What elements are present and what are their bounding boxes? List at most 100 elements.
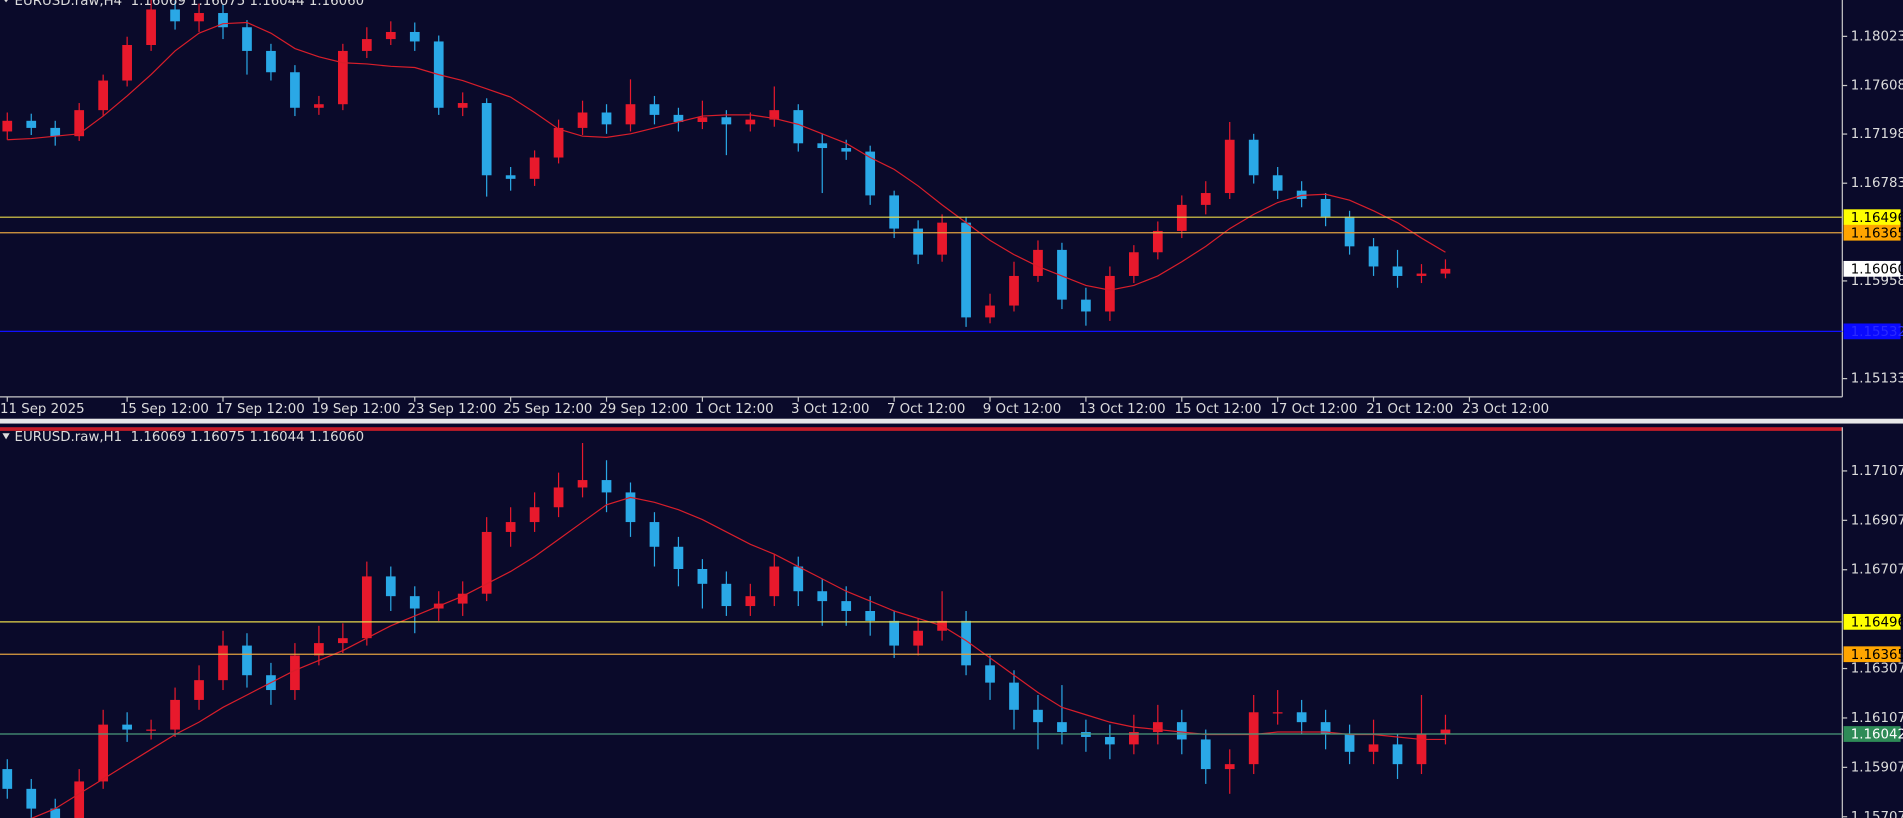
candle-body xyxy=(553,487,564,508)
price-level-box xyxy=(1843,613,1901,630)
candle-body xyxy=(2,120,13,132)
x-tick-label: 7 Oct 12:00 xyxy=(887,402,965,417)
candle-body xyxy=(1320,722,1331,735)
candle-body xyxy=(793,110,804,144)
y-tick-label: 1.16907 xyxy=(1851,513,1903,528)
candle-body xyxy=(170,699,180,730)
price-level-label: 1.16042 xyxy=(1851,728,1903,743)
x-tick-label: 15 Oct 12:00 xyxy=(1175,402,1262,417)
candle-body xyxy=(865,151,876,196)
candle-body xyxy=(1416,734,1427,765)
candle-body xyxy=(1272,712,1283,714)
candle-body xyxy=(1368,744,1379,752)
candle-body xyxy=(1009,682,1019,710)
candle-body xyxy=(985,305,995,318)
candle-body xyxy=(218,13,228,28)
x-tick-label: 3 Oct 12:00 xyxy=(791,402,869,417)
candle-body xyxy=(1081,299,1091,312)
price-level-label: 1.16365 xyxy=(1851,226,1903,241)
candle-body xyxy=(338,50,348,105)
candle-body xyxy=(385,576,396,597)
candle-body xyxy=(913,630,923,646)
candle-body xyxy=(122,724,132,730)
candle-body xyxy=(1176,204,1187,231)
candle-body xyxy=(841,601,852,611)
symbol-timeframe: EURUSD.raw,H4 xyxy=(15,0,123,9)
panel-menu-arrow[interactable] xyxy=(2,0,9,3)
x-tick-label: 25 Sep 12:00 xyxy=(503,402,592,417)
candle-body xyxy=(481,103,492,176)
candle-body xyxy=(841,148,852,152)
candle-body xyxy=(385,31,396,40)
x-tick-label: 29 Sep 12:00 xyxy=(599,402,688,417)
panel-separator xyxy=(0,418,1903,424)
x-tick-label: 17 Oct 12:00 xyxy=(1270,402,1357,417)
y-tick-label: 1.16783 xyxy=(1851,176,1903,191)
candle-body xyxy=(1057,722,1067,733)
candle-body xyxy=(1152,722,1163,733)
x-tick-label: 11 Sep 2025 xyxy=(0,402,85,417)
candle-body xyxy=(1344,734,1355,752)
x-tick-label: 21 Oct 12:00 xyxy=(1366,402,1453,417)
candle-body xyxy=(457,103,468,108)
price-level-label: 1.16496 xyxy=(1851,615,1903,630)
candle-body xyxy=(769,566,780,597)
panel-menu-arrow[interactable] xyxy=(2,433,10,440)
candle-body xyxy=(74,110,85,137)
candle-body xyxy=(1392,744,1403,765)
x-tick-label: 1 Oct 12:00 xyxy=(695,402,773,417)
candle-body xyxy=(409,596,420,609)
candle-body xyxy=(361,39,372,51)
candle-body xyxy=(98,80,109,111)
candle-body xyxy=(1033,249,1043,276)
price-level-box xyxy=(1843,224,1901,241)
candle-body xyxy=(769,110,780,120)
x-tick-label: 19 Sep 12:00 xyxy=(312,402,401,417)
candle-body xyxy=(122,45,132,81)
candle-body xyxy=(649,104,660,115)
candle-body xyxy=(1105,736,1115,745)
candle-body xyxy=(625,492,636,523)
y-tick-label: 1.16707 xyxy=(1851,563,1903,578)
candle-body xyxy=(338,638,348,644)
candle-body xyxy=(1128,252,1139,276)
y-tick-label: 1.15958 xyxy=(1851,274,1903,289)
candle-body xyxy=(146,729,156,731)
candle-body xyxy=(1272,175,1283,191)
candle-body xyxy=(1320,198,1331,217)
x-tick-label: 23 Oct 12:00 xyxy=(1462,402,1549,417)
candle-body xyxy=(985,665,995,683)
candle-body xyxy=(745,596,756,607)
candle-body xyxy=(1200,193,1211,205)
candle-body xyxy=(721,583,732,607)
candle-body xyxy=(242,27,252,51)
candle-body xyxy=(457,593,468,604)
candle-body xyxy=(1224,139,1235,194)
candle-body xyxy=(529,157,540,179)
plot-area xyxy=(2,0,1451,327)
candle-body xyxy=(50,808,61,818)
candle-body xyxy=(793,566,804,592)
y-tick-label: 1.17608 xyxy=(1851,79,1903,94)
ohlc-quote: 1.16069 1.16075 1.16044 1.16060 xyxy=(131,0,364,9)
candle-body xyxy=(2,769,13,789)
candle-body xyxy=(1128,732,1139,745)
candle-body xyxy=(1105,275,1115,312)
candle-body xyxy=(817,143,828,149)
candle-body xyxy=(242,645,252,676)
moving-average xyxy=(7,21,1446,291)
candle-body xyxy=(146,9,156,46)
candle-body xyxy=(1224,764,1235,770)
y-tick-label: 1.15707 xyxy=(1851,810,1903,818)
candle-body xyxy=(1057,249,1067,300)
candle-body xyxy=(1200,739,1211,770)
price-level-box xyxy=(1843,646,1901,663)
candle-body xyxy=(314,104,324,108)
candle-body xyxy=(697,568,708,584)
last-price-box xyxy=(1843,260,1901,277)
candle-body xyxy=(1368,246,1379,267)
candle-body xyxy=(625,104,636,125)
candle-body xyxy=(361,576,372,639)
